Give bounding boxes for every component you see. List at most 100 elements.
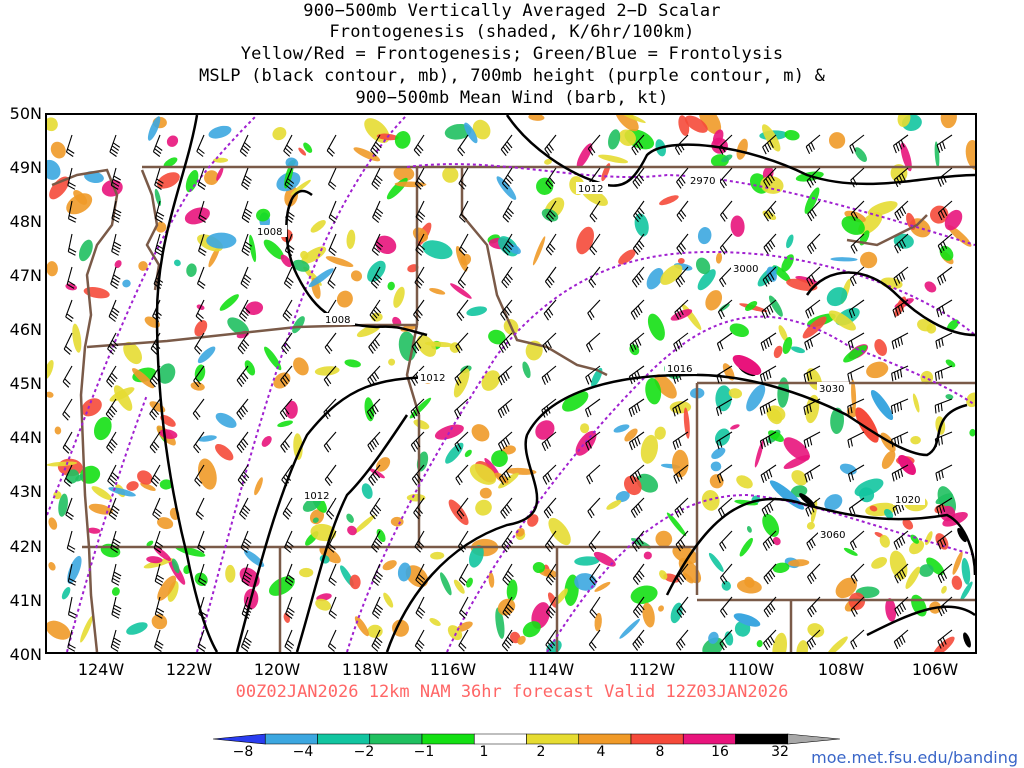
colorbar-swatch [473, 733, 527, 745]
wind-barb [328, 167, 337, 190]
shade-patch [453, 368, 470, 398]
wind-barb [195, 299, 205, 322]
shade-patch [897, 115, 911, 128]
wind-barb [803, 398, 821, 416]
wind-barb [324, 464, 337, 487]
wind-barb [458, 629, 469, 652]
shade-patch [388, 358, 396, 366]
shade-patch [101, 179, 123, 197]
wind-barb [498, 431, 513, 452]
shade-patch [137, 470, 153, 485]
shade-patch [146, 540, 154, 547]
shade-patch [708, 552, 724, 572]
wind-barb [545, 167, 557, 190]
shade-patch [736, 475, 753, 489]
wind-barb [893, 629, 909, 650]
map-panel[interactable]: 1008 1008 1012 1012 1012 1016 1020 2970 … [45, 113, 977, 654]
wind-barb [850, 233, 865, 254]
wind-barb [502, 563, 514, 586]
shade-patch [47, 391, 54, 398]
wind-barb [937, 200, 953, 221]
shade-patch [536, 177, 554, 195]
shade-patch [157, 363, 176, 384]
shade-patch [615, 491, 630, 503]
shade-patch [682, 572, 694, 584]
shade-patch [791, 470, 808, 486]
shade-patch [208, 125, 232, 139]
lat-label-42n: 42N [9, 537, 42, 556]
wind-barb [628, 398, 645, 417]
lake-fragment [846, 214, 928, 247]
shade-patch [392, 619, 409, 637]
wind-barb [501, 530, 514, 553]
wind-barb [194, 332, 205, 355]
shade-patch [944, 209, 963, 231]
wind-barb [501, 266, 513, 289]
wind-barb [936, 497, 953, 516]
wind-barb [410, 431, 425, 452]
shade-patch [786, 234, 794, 249]
wind-barb [198, 233, 207, 256]
wind-barb [937, 233, 953, 254]
wind-barb [719, 266, 733, 288]
wind-barb [847, 464, 865, 482]
shade-patch [409, 397, 432, 419]
wind-barb [324, 332, 337, 355]
wind-barb [501, 167, 514, 190]
shade-patch [768, 295, 783, 317]
wind-barb [847, 398, 865, 415]
shade-patch [645, 377, 662, 405]
wind-barb [67, 563, 77, 586]
height-contour-3060 [546, 493, 975, 652]
wind-barb [806, 167, 821, 188]
shade-patch [249, 234, 257, 263]
wind-barb [456, 497, 469, 520]
band-patch [733, 613, 761, 627]
shade-patch [299, 567, 314, 578]
wind-barb [937, 167, 953, 187]
shade-patch [245, 301, 264, 315]
shade-patch [670, 309, 693, 321]
wind-barb [197, 530, 206, 553]
shade-patch [828, 310, 856, 331]
wind-barb [236, 431, 249, 454]
shade-patch [768, 430, 784, 442]
shade-patch [147, 116, 161, 141]
credit-link[interactable]: moe.met.fsu.edu/banding [811, 748, 1018, 767]
shade-patch [422, 240, 453, 260]
lon-label-124w: 124W [77, 660, 125, 679]
wind-barb [893, 266, 909, 286]
wind-barb [586, 332, 601, 353]
shade-patch [263, 239, 284, 260]
shade-patch [739, 537, 753, 557]
wind-barb [197, 629, 207, 652]
wind-barb [237, 464, 250, 487]
lon-label-108w: 108W [817, 660, 865, 679]
shade-patch [783, 437, 810, 461]
shade-patch [256, 208, 271, 222]
shade-patch [874, 339, 888, 356]
mslp-label-1012-c: 1012 [304, 491, 329, 502]
shade-patch [466, 306, 488, 317]
shade-patch [198, 435, 217, 442]
wind-barb [458, 563, 469, 586]
shade-patch [314, 366, 340, 376]
wind-barb [62, 431, 73, 454]
shade-patch [151, 614, 168, 630]
wind-barb [544, 530, 557, 553]
shade-patch [61, 587, 71, 600]
shade-patch [144, 316, 160, 328]
colorbar-label-neg1: −1 [413, 744, 435, 760]
wind-barb [719, 233, 733, 255]
mslp-label-1012-b: 1012 [420, 373, 445, 384]
shade-patch [475, 499, 492, 516]
wind-barb [110, 530, 121, 553]
shade-patch [654, 426, 666, 440]
shade-patch [777, 377, 790, 408]
wind-barb [149, 365, 161, 388]
wind-barb [588, 530, 601, 552]
wind-barb [630, 497, 645, 518]
wind-barb [284, 233, 295, 256]
wind-barb [718, 134, 733, 155]
wind-barb [457, 266, 469, 289]
